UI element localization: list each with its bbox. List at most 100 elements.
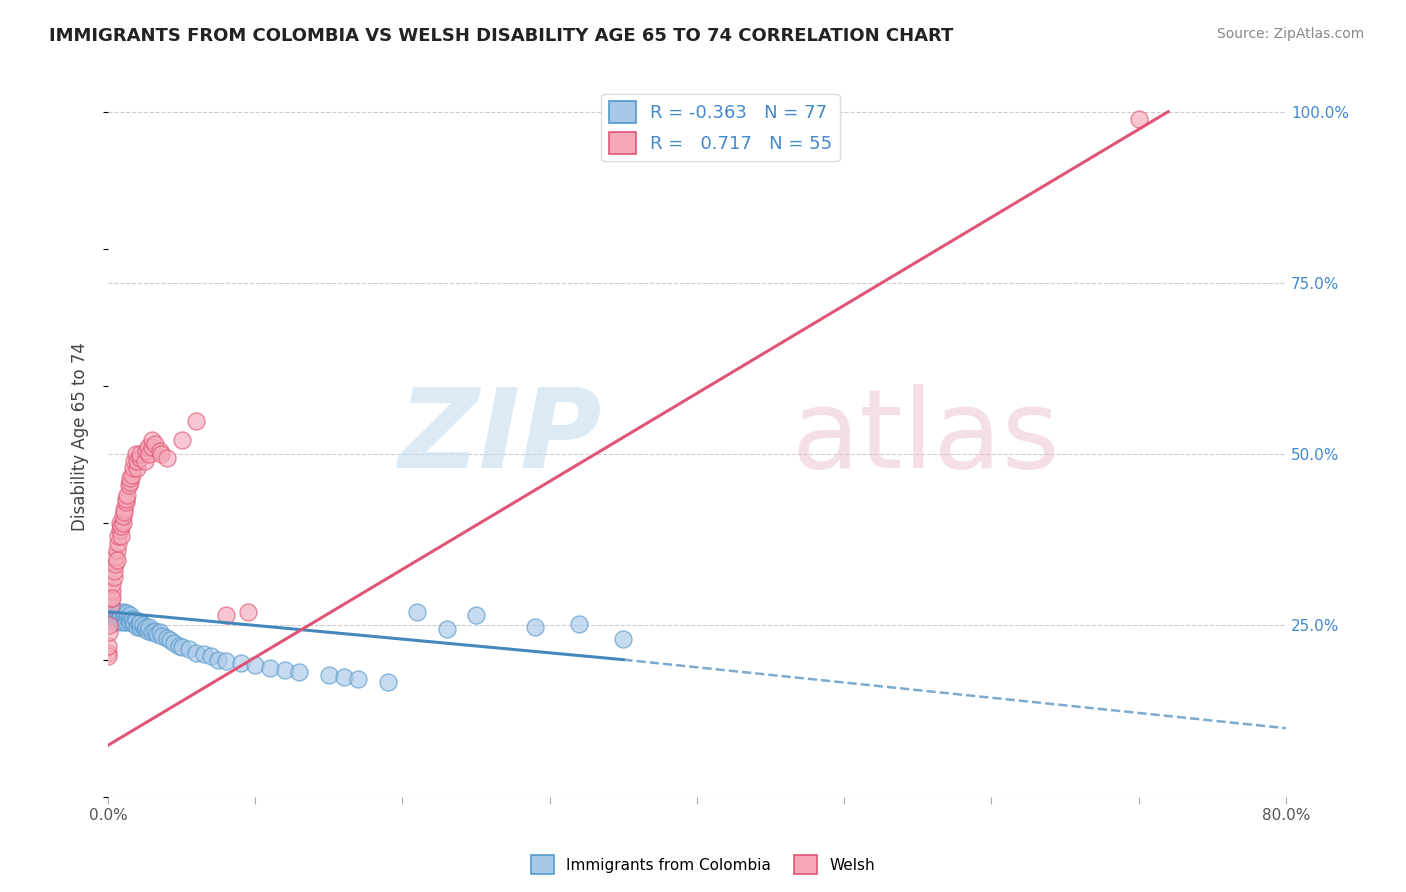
Text: ZIP: ZIP: [399, 384, 603, 491]
Point: [236, 605, 259, 619]
Point: [105, 543, 128, 558]
Point: [101, 577, 124, 591]
Point: [110, 519, 132, 533]
Point: [259, 661, 281, 675]
Point: [120, 615, 142, 629]
Point: [101, 584, 124, 599]
Point: [97, 646, 120, 660]
Point: [129, 447, 152, 461]
Point: [135, 443, 157, 458]
Legend: Immigrants from Colombia, Welsh: Immigrants from Colombia, Welsh: [524, 849, 882, 880]
Point: [105, 608, 128, 623]
Point: [101, 606, 124, 620]
Point: [612, 632, 634, 647]
Point: [170, 434, 193, 448]
Point: [108, 523, 131, 537]
Point: [100, 591, 122, 605]
Point: [138, 447, 160, 461]
Point: [159, 633, 181, 648]
Point: [114, 491, 136, 506]
Point: [127, 454, 149, 468]
Point: [120, 475, 142, 489]
Point: [120, 471, 142, 485]
Point: [100, 615, 122, 629]
Point: [104, 549, 127, 564]
Point: [129, 620, 152, 634]
Point: [186, 646, 208, 660]
Point: [108, 610, 131, 624]
Point: [128, 617, 150, 632]
Point: [107, 615, 129, 629]
Point: [156, 631, 179, 645]
Point: [117, 478, 139, 492]
Point: [163, 635, 186, 649]
Point: [215, 608, 238, 623]
Point: [107, 536, 129, 550]
Point: [136, 624, 159, 638]
Point: [98, 611, 121, 625]
Point: [127, 620, 149, 634]
Point: [107, 606, 129, 620]
Point: [124, 617, 146, 632]
Point: [114, 615, 136, 629]
Point: [436, 622, 458, 636]
Point: [207, 653, 229, 667]
Point: [132, 618, 155, 632]
Point: [193, 647, 215, 661]
Point: [148, 625, 170, 640]
Point: [167, 639, 190, 653]
Point: [377, 674, 399, 689]
Point: [245, 658, 267, 673]
Point: [200, 649, 222, 664]
Point: [121, 467, 143, 482]
Legend: R = -0.363   N = 77, R =   0.717   N = 55: R = -0.363 N = 77, R = 0.717 N = 55: [602, 94, 839, 161]
Point: [111, 611, 134, 625]
Point: [273, 663, 295, 677]
Point: [122, 615, 145, 629]
Text: IMMIGRANTS FROM COLOMBIA VS WELSH DISABILITY AGE 65 TO 74 CORRELATION CHART: IMMIGRANTS FROM COLOMBIA VS WELSH DISABI…: [49, 27, 953, 45]
Point: [111, 516, 134, 530]
Point: [115, 488, 138, 502]
Point: [121, 611, 143, 625]
Point: [120, 608, 142, 623]
Point: [101, 611, 124, 625]
Point: [98, 625, 121, 640]
Point: [229, 656, 252, 670]
Point: [107, 529, 129, 543]
Point: [104, 610, 127, 624]
Point: [125, 447, 148, 461]
Point: [177, 642, 200, 657]
Point: [332, 670, 354, 684]
Point: [110, 613, 132, 627]
Point: [465, 608, 488, 623]
Point: [134, 454, 156, 468]
Point: [127, 461, 149, 475]
Point: [110, 608, 132, 623]
Point: [104, 557, 127, 571]
Point: [103, 564, 125, 578]
Point: [112, 502, 135, 516]
Point: [347, 672, 370, 686]
Point: [104, 613, 127, 627]
Point: [125, 613, 148, 627]
Point: [141, 440, 163, 454]
Point: [105, 611, 128, 625]
Point: [129, 450, 152, 465]
Point: [122, 461, 145, 475]
Point: [524, 620, 547, 634]
Point: [136, 440, 159, 454]
Point: [98, 605, 121, 619]
Text: atlas: atlas: [792, 384, 1060, 491]
Point: [124, 454, 146, 468]
Point: [114, 611, 136, 625]
Point: [150, 447, 173, 461]
Point: [97, 639, 120, 653]
Point: [115, 610, 138, 624]
Point: [110, 529, 132, 543]
Point: [170, 640, 193, 655]
Point: [1128, 112, 1150, 126]
Point: [186, 414, 208, 428]
Point: [103, 605, 125, 619]
Point: [100, 608, 122, 623]
Point: [318, 667, 340, 681]
